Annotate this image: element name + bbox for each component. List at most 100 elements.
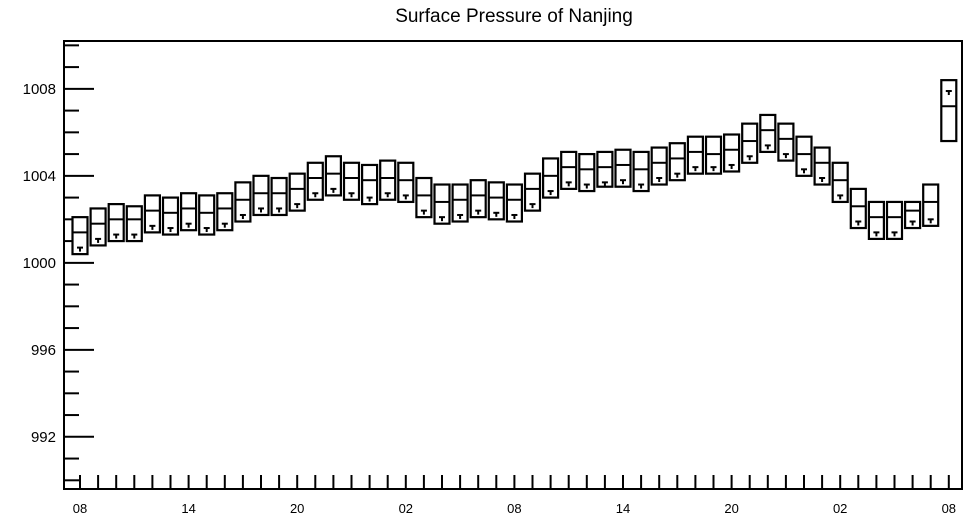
box	[379, 159, 397, 201]
box	[397, 161, 415, 204]
plot-frame	[63, 40, 963, 490]
box	[885, 200, 904, 241]
box-body	[288, 172, 306, 212]
box	[125, 205, 143, 243]
x-tick-label: 20	[290, 501, 304, 516]
box-body	[668, 142, 686, 182]
box	[415, 176, 433, 219]
box-body	[107, 203, 125, 243]
box-body	[922, 183, 940, 227]
box-body	[379, 159, 397, 201]
box	[614, 148, 632, 188]
box-body	[686, 135, 705, 175]
box	[252, 174, 270, 217]
box	[89, 207, 107, 247]
box-body	[216, 192, 234, 232]
box-body	[940, 79, 958, 143]
y-tick-label: 992	[31, 429, 56, 446]
box	[795, 135, 813, 177]
box	[324, 155, 342, 197]
box	[180, 192, 198, 232]
x-tick-label: 20	[724, 501, 738, 516]
box-body	[469, 179, 487, 219]
box	[596, 150, 614, 188]
box	[469, 179, 487, 219]
box-body	[161, 196, 180, 236]
box	[704, 135, 723, 175]
box	[198, 194, 216, 236]
box	[813, 146, 831, 186]
box-body	[541, 157, 560, 199]
box-body	[831, 161, 849, 204]
x-axis: 08 14 20 02 08 14 20 02 08	[73, 475, 956, 516]
box-body	[614, 148, 632, 188]
box-body	[361, 163, 379, 206]
box	[759, 113, 777, 154]
box-body	[324, 155, 342, 197]
box-body	[560, 150, 578, 190]
box	[650, 146, 668, 186]
x-tick-label: 02	[399, 501, 413, 516]
box-body	[813, 146, 831, 186]
box-body	[234, 181, 252, 223]
box-body	[795, 135, 813, 177]
y-tick-label: 1004	[23, 168, 56, 185]
box	[306, 161, 324, 201]
box	[668, 142, 686, 182]
box-body	[885, 200, 904, 241]
box-body	[632, 150, 650, 193]
x-tick-label: 02	[833, 501, 847, 516]
box-body	[722, 133, 741, 173]
box-body	[759, 113, 777, 154]
box	[342, 161, 361, 201]
box	[686, 135, 705, 175]
box	[940, 79, 958, 143]
box-body	[143, 194, 161, 234]
box	[161, 196, 180, 236]
box-body	[867, 200, 886, 241]
box-series	[71, 79, 958, 256]
box-body	[487, 181, 505, 221]
box-body	[650, 146, 668, 186]
box-body	[741, 122, 759, 164]
x-tick-label: 14	[616, 501, 630, 516]
box-body	[306, 161, 324, 201]
box-body	[849, 187, 867, 230]
box	[578, 152, 596, 193]
x-tick-label: 08	[942, 501, 956, 516]
box	[71, 216, 89, 256]
x-tick-label: 14	[181, 501, 195, 516]
box-body	[397, 161, 415, 204]
box-body	[71, 216, 89, 256]
box	[433, 183, 451, 225]
box	[867, 200, 886, 241]
box-body	[180, 192, 198, 232]
box-body	[505, 183, 523, 223]
box-body	[596, 150, 614, 188]
box	[903, 200, 922, 230]
box-body	[415, 176, 433, 219]
box	[523, 172, 542, 212]
box	[831, 161, 849, 204]
y-tick-label: 996	[31, 342, 56, 359]
box	[107, 203, 125, 243]
box-body	[433, 183, 451, 225]
box	[270, 176, 288, 217]
y-tick-label: 1000	[23, 255, 56, 272]
box	[143, 194, 161, 234]
y-tick-label: 1008	[23, 81, 56, 98]
box	[560, 150, 578, 190]
box	[451, 183, 469, 223]
box-body	[198, 194, 216, 236]
box	[487, 181, 505, 221]
box-body	[704, 135, 723, 175]
box-body	[903, 200, 922, 230]
box	[505, 183, 523, 223]
box	[541, 157, 560, 199]
box-body	[523, 172, 542, 212]
box-body	[777, 122, 795, 162]
box	[722, 133, 741, 173]
x-tick-label: 08	[507, 501, 521, 516]
box	[632, 150, 650, 193]
